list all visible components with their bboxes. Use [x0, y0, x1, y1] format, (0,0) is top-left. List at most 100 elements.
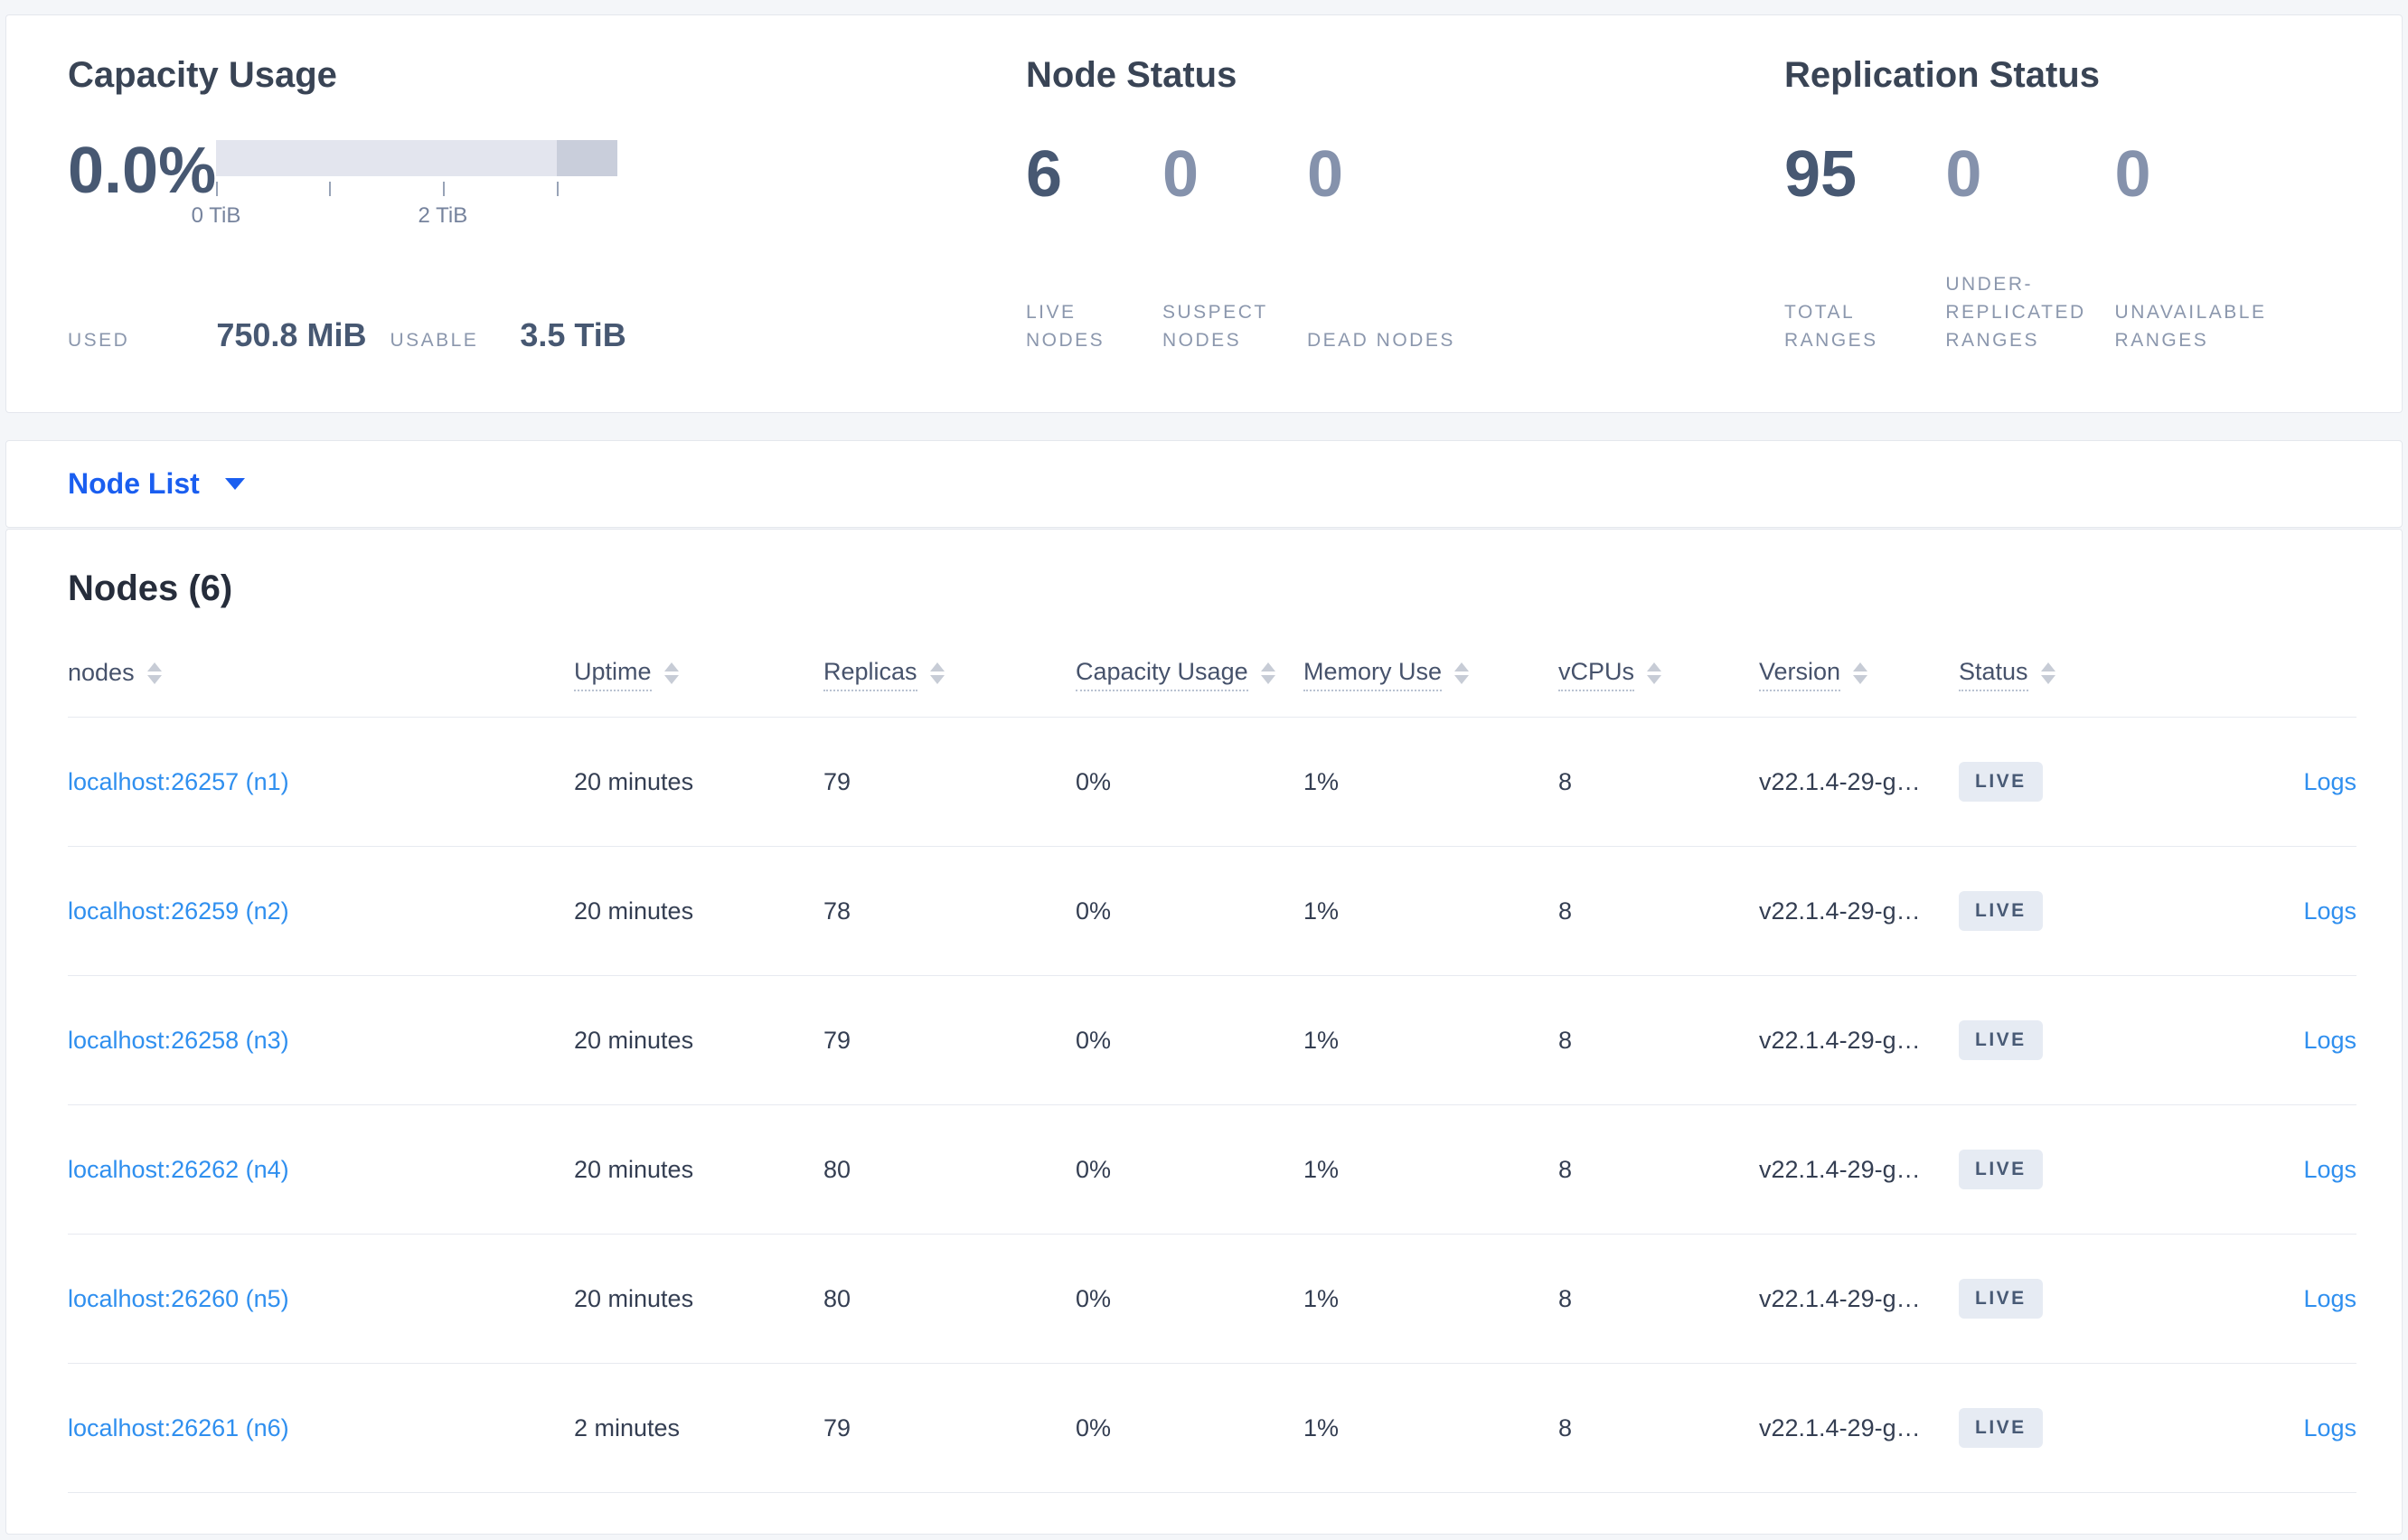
sort-icon[interactable]	[1454, 662, 1470, 684]
sort-icon[interactable]	[1647, 662, 1662, 684]
capacity-usage-cell: 0%	[1076, 897, 1112, 925]
memory-use-cell: 1%	[1303, 1155, 1340, 1183]
logs-link[interactable]: Logs	[2303, 897, 2356, 925]
node-cell: localhost:26258 (n3)	[68, 1027, 574, 1055]
logs-link[interactable]: Logs	[2303, 1284, 2356, 1312]
usable-label: USABLE	[390, 330, 479, 351]
vcpus-cell: 8	[1558, 767, 1573, 795]
status-cell: LIVE	[1959, 891, 2149, 931]
version-cell: v22.1.4-29-g…	[1759, 897, 1921, 925]
logs-link[interactable]: Logs	[2303, 767, 2356, 795]
memory-use-cell: 1%	[1303, 897, 1340, 925]
capacity-usage-section: Capacity Usage 0.0% 0 TiB 2 TiB	[68, 53, 1026, 369]
vcpus-cell: 8	[1558, 1284, 1573, 1312]
version-cell: v22.1.4-29-g…	[1759, 1284, 1921, 1312]
axis-tick	[442, 182, 445, 196]
sort-desc-icon	[929, 674, 945, 684]
table-row: localhost:26258 (n3) 20 minutes 79 0% 1%…	[68, 976, 2356, 1105]
uptime-cell: 2 minutes	[574, 1413, 681, 1441]
axis-tick	[329, 182, 332, 196]
node-list-dropdown[interactable]: Node List	[68, 467, 245, 501]
axis-tick	[216, 182, 218, 196]
column-header-label: Capacity Usage	[1076, 658, 1248, 691]
stat-value: 0	[2114, 138, 2151, 211]
node-status-stat: 0 DEAD NODES	[1307, 142, 1473, 354]
stat-label: TOTAL RANGES	[1784, 302, 1878, 351]
column-header-label: Uptime	[574, 658, 652, 691]
capacity-bar-usable-segment	[216, 140, 557, 176]
live-status-badge: LIVE	[1959, 1150, 2043, 1189]
sort-desc-icon	[1853, 674, 1868, 684]
sort-asc-icon	[663, 662, 679, 671]
node-link[interactable]: localhost:26259 (n2)	[68, 897, 289, 925]
axis-tick	[556, 182, 559, 196]
column-header[interactable]: Status	[1959, 658, 2149, 691]
replication-status-section: Replication Status 95 TOTAL RANGES 0 UND…	[1784, 53, 2356, 369]
node-link[interactable]: localhost:26261 (n6)	[68, 1413, 289, 1441]
node-link[interactable]: localhost:26257 (n1)	[68, 767, 289, 795]
node-status-stat: 0 SUSPECT NODES	[1162, 142, 1307, 354]
column-header[interactable]: Uptime	[574, 658, 823, 691]
stat-label: DEAD NODES	[1307, 330, 1455, 351]
logs-link[interactable]: Logs	[2303, 1413, 2356, 1441]
table-row: localhost:26259 (n2) 20 minutes 78 0% 1%…	[68, 847, 2356, 976]
replication-status-title: Replication Status	[1784, 55, 2100, 95]
column-header[interactable]: Version	[1759, 658, 1959, 691]
logs-cell: Logs	[2149, 1156, 2356, 1184]
capacity-bar-chart: 0 TiB 2 TiB	[192, 140, 617, 230]
column-header[interactable]: nodes	[68, 658, 574, 691]
node-link[interactable]: localhost:26262 (n4)	[68, 1155, 289, 1183]
column-header[interactable]: vCPUs	[1558, 658, 1759, 691]
vcpus-cell: 8	[1558, 1413, 1573, 1441]
node-link[interactable]: localhost:26260 (n5)	[68, 1284, 289, 1312]
capacity-bar-reserved-segment	[556, 140, 617, 176]
memory-use-cell: 1%	[1303, 1413, 1340, 1441]
live-status-badge: LIVE	[1959, 891, 2043, 931]
sort-icon[interactable]	[146, 662, 162, 684]
capacity-usage-cell: 0%	[1076, 767, 1112, 795]
logs-link[interactable]: Logs	[2303, 1155, 2356, 1183]
node-link[interactable]: localhost:26258 (n3)	[68, 1026, 289, 1054]
replication-stat: 0 UNAVAILABLE RANGES	[2115, 142, 2356, 354]
sort-desc-icon	[146, 674, 162, 684]
memory-use-cell: 1%	[1303, 767, 1340, 795]
column-header-label: nodes	[68, 659, 135, 686]
sort-icon[interactable]	[1853, 662, 1868, 684]
stat-value: 0	[1162, 138, 1199, 211]
logs-cell: Logs	[2149, 1027, 2356, 1055]
column-header[interactable]: Capacity Usage	[1076, 658, 1303, 691]
column-header[interactable]: Memory Use	[1303, 658, 1558, 691]
status-cell: LIVE	[1959, 1279, 2149, 1319]
sort-icon[interactable]	[929, 662, 945, 684]
replication-stat: 0 UNDER-REPLICATED RANGES	[1945, 142, 2114, 354]
axis-tick-label: 0 TiB	[191, 203, 241, 228]
memory-use-cell: 1%	[1303, 1026, 1340, 1054]
node-status-title: Node Status	[1026, 55, 1237, 95]
sort-asc-icon	[146, 662, 162, 671]
nodes-table-panel: Nodes (6) nodes Uptime	[5, 529, 2403, 1535]
node-cell: localhost:26261 (n6)	[68, 1414, 574, 1442]
sort-asc-icon	[1454, 662, 1470, 671]
version-cell: v22.1.4-29-g…	[1759, 1026, 1921, 1054]
capacity-percent-value: 0.0%	[68, 135, 217, 207]
node-cell: localhost:26262 (n4)	[68, 1156, 574, 1184]
logs-cell: Logs	[2149, 768, 2356, 796]
logs-link[interactable]: Logs	[2303, 1026, 2356, 1054]
sort-icon[interactable]	[663, 662, 679, 684]
live-status-badge: LIVE	[1959, 762, 2043, 802]
stat-value: 95	[1784, 138, 1858, 211]
sort-icon[interactable]	[2040, 662, 2055, 684]
node-status-stat: 6 LIVE NODES	[1026, 142, 1162, 354]
sort-desc-icon	[1260, 674, 1275, 684]
logs-cell: Logs	[2149, 897, 2356, 925]
axis-tick-label: 2 TiB	[418, 203, 468, 228]
vcpus-cell: 8	[1558, 1155, 1573, 1183]
node-cell: localhost:26260 (n5)	[68, 1285, 574, 1313]
column-header[interactable]: Replicas	[823, 658, 1076, 691]
replication-stat: 95 TOTAL RANGES	[1784, 142, 1945, 354]
sort-icon[interactable]	[1260, 662, 1275, 684]
usable-value: 3.5 TiB	[520, 316, 626, 353]
capacity-usage-cell: 0%	[1076, 1284, 1112, 1312]
memory-use-cell: 1%	[1303, 1284, 1340, 1312]
node-cell: localhost:26259 (n2)	[68, 897, 574, 925]
